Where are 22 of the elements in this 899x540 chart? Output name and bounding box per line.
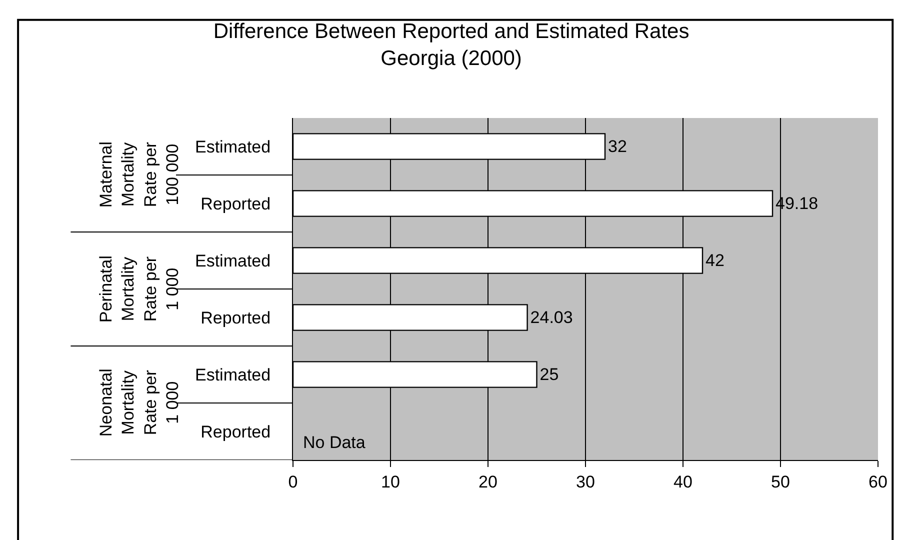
data-label: 25 [540, 365, 559, 384]
x-tick-label: 50 [771, 472, 790, 492]
x-tick-label: 0 [288, 472, 298, 492]
data-label: 24.03 [530, 308, 573, 328]
y-tick-label: Estimated [195, 365, 271, 384]
x-tick-label: 10 [381, 472, 400, 492]
text: Perinatal Mortality Rate per 1 000 [96, 255, 182, 323]
y-tick-label: Reported [200, 422, 271, 442]
y-tick-label: Estimated [195, 251, 271, 270]
annotation: No Data [303, 433, 366, 452]
y-tick-label: Reported [200, 194, 271, 214]
y-tick-label: Estimated [195, 137, 271, 156]
x-tick-label: 30 [576, 472, 595, 492]
x-tick-label: 60 [868, 472, 888, 492]
chart-title: Difference Between Reported and Estimated Rates Georgia (2000) [213, 20, 690, 70]
text: Maternal Mortality Rate per 100 000 [96, 141, 182, 208]
y-tick-label: Reported [200, 308, 271, 328]
data-label: 32 [608, 137, 627, 156]
data-label: 42 [706, 251, 724, 270]
x-tick-label: 40 [674, 472, 692, 492]
x-tick-label: 20 [478, 472, 498, 492]
text: Neonatal Mortality Rate per 1 000 [96, 368, 182, 437]
